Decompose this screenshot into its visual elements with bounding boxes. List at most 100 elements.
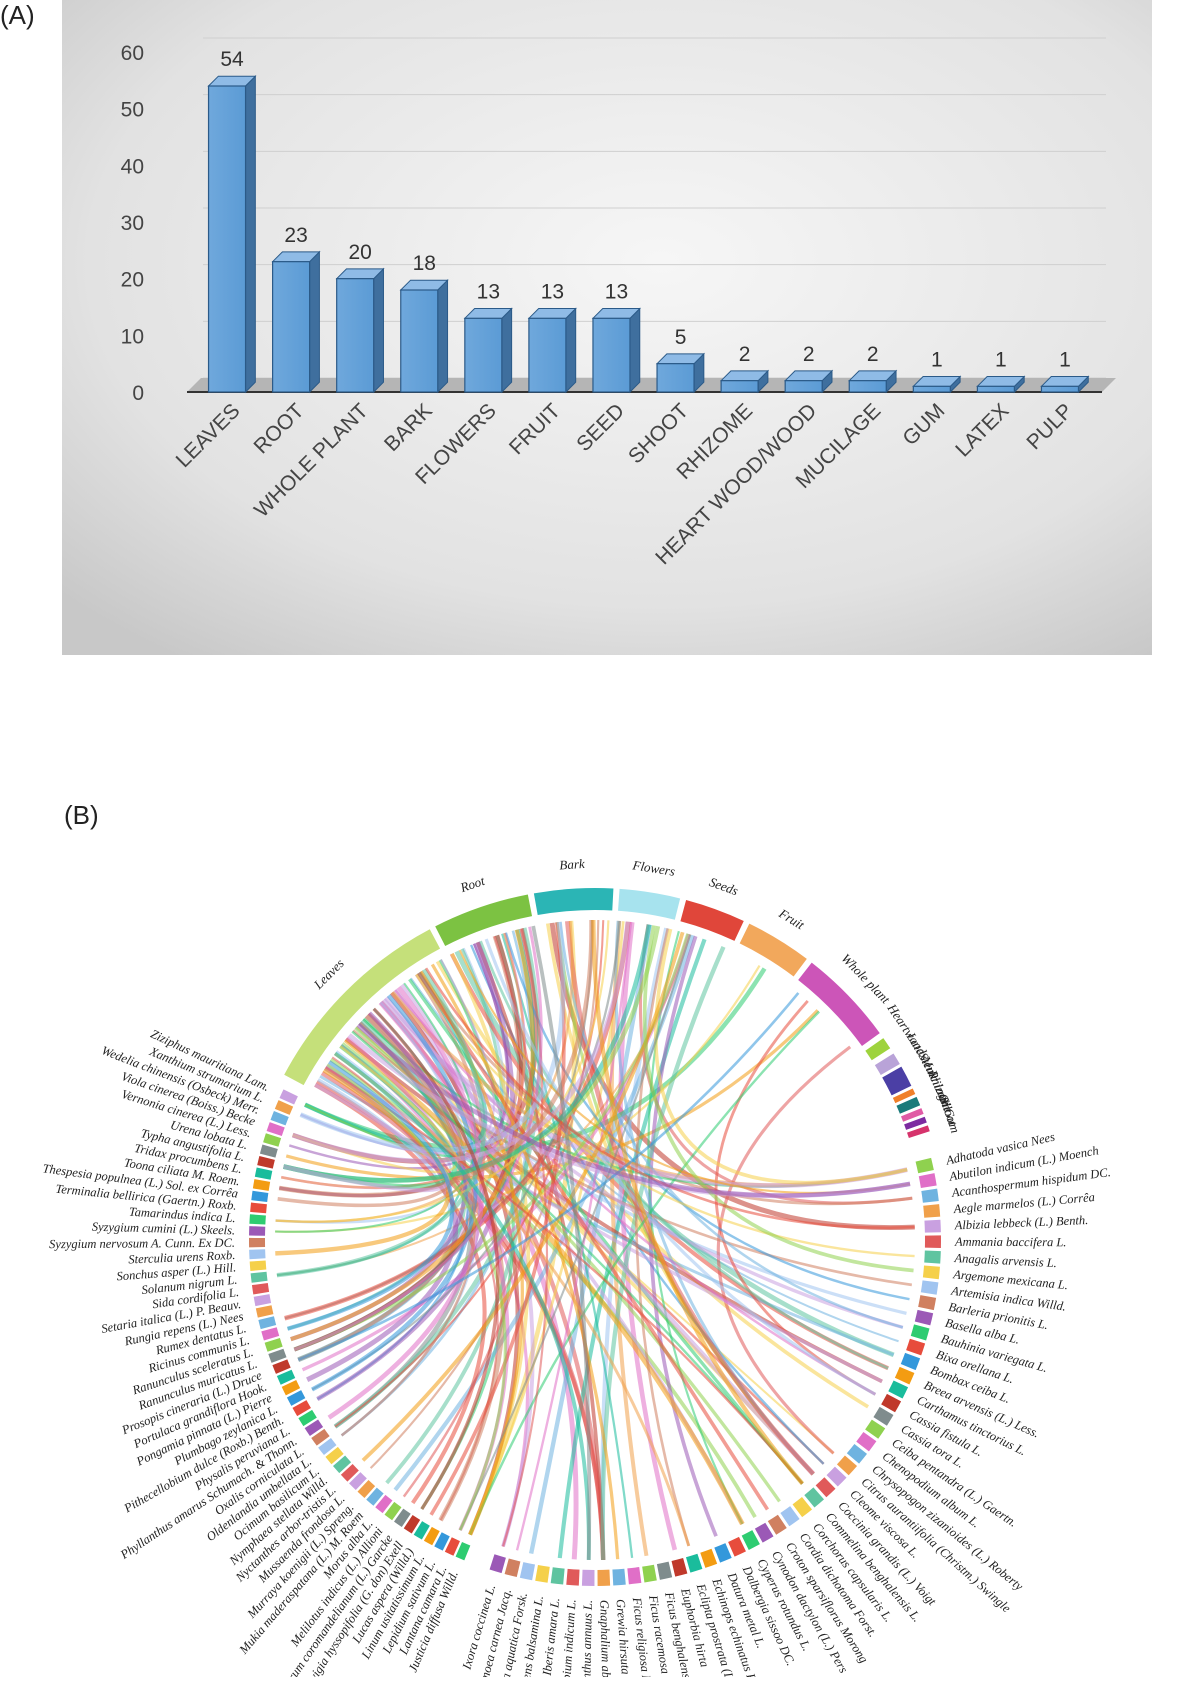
part-arc-latex bbox=[874, 1053, 900, 1075]
bar-seed bbox=[591, 307, 641, 394]
chord-ribbon bbox=[424, 967, 915, 1229]
species-arc bbox=[264, 1338, 283, 1352]
species-arc bbox=[261, 1327, 280, 1341]
species-arc bbox=[249, 1214, 266, 1225]
y-tick-label: 0 bbox=[132, 382, 144, 405]
species-arc bbox=[881, 1393, 902, 1413]
chord-ribbon bbox=[634, 928, 691, 1547]
species-arc bbox=[856, 1432, 877, 1452]
species-arc bbox=[888, 1380, 909, 1399]
chord-ribbon bbox=[642, 925, 914, 1273]
chord-ribbon bbox=[459, 934, 692, 1531]
part-arc-gum bbox=[907, 1125, 930, 1139]
panel-b-label: (B) bbox=[64, 800, 99, 830]
species-arc bbox=[253, 1294, 272, 1307]
part-arc-shoot bbox=[904, 1116, 927, 1130]
species-arc bbox=[627, 1567, 642, 1585]
chord-ribbons bbox=[275, 919, 915, 1560]
species-label: Syzygium cumini (L.) Skeels. bbox=[92, 1220, 236, 1238]
chord-ribbon bbox=[299, 921, 566, 1153]
species-arc bbox=[444, 1537, 460, 1556]
chord-ribbon bbox=[278, 919, 594, 1198]
chord-ribbon bbox=[430, 963, 620, 1560]
bar-root bbox=[271, 250, 321, 394]
species-arc bbox=[318, 1437, 337, 1456]
species-arc bbox=[259, 1144, 278, 1158]
chord-ribbon bbox=[356, 1023, 911, 1198]
species-label: Albizia lebbeck (L.) Benth. bbox=[953, 1213, 1088, 1232]
part-arc-fruit bbox=[739, 923, 807, 977]
species-arc bbox=[918, 1173, 937, 1188]
species-label: Syzygium nervosum A. Cunn. Ex DC. bbox=[49, 1236, 235, 1251]
data-label: 54 bbox=[220, 48, 244, 71]
species-arc bbox=[900, 1352, 921, 1371]
species-arc bbox=[920, 1280, 939, 1295]
species-arc bbox=[254, 1167, 273, 1180]
bar-heart-wood-wood bbox=[783, 369, 834, 394]
species-arc bbox=[249, 1249, 266, 1260]
bar-shoot bbox=[655, 352, 706, 394]
species-arc bbox=[249, 1260, 267, 1271]
chord-ribbon bbox=[468, 1010, 820, 1536]
species-label: Ammania baccifera L. bbox=[954, 1235, 1067, 1250]
chord-ribbon bbox=[340, 1015, 476, 1437]
species-arc bbox=[535, 1565, 550, 1583]
species-arc bbox=[597, 1569, 611, 1586]
species-arc bbox=[906, 1338, 926, 1356]
species-arc bbox=[266, 1122, 285, 1137]
y-tick-label: 40 bbox=[121, 155, 144, 178]
species-arc bbox=[251, 1283, 270, 1295]
species-arc bbox=[258, 1316, 277, 1330]
part-label: Seeds bbox=[707, 874, 740, 898]
species-arc bbox=[274, 1100, 294, 1115]
species-arc bbox=[251, 1190, 269, 1202]
species-arc bbox=[924, 1250, 941, 1264]
species-arc bbox=[340, 1463, 359, 1482]
bar-flowers bbox=[463, 307, 513, 394]
floor-plane bbox=[187, 378, 1116, 392]
species-arc bbox=[423, 1526, 440, 1546]
bar-whole-plant bbox=[335, 267, 385, 394]
data-label: 1 bbox=[995, 349, 1007, 372]
chart-floor bbox=[187, 378, 1116, 393]
part-arc-oil bbox=[900, 1108, 924, 1122]
species-arc bbox=[671, 1558, 688, 1577]
species-arc bbox=[566, 1568, 580, 1586]
species-label: Anagalis arvensis L. bbox=[953, 1251, 1057, 1270]
y-axis-ticks: 0 10 20 30 40 50 60 bbox=[121, 42, 144, 405]
species-label: Helianthus annuus L. bbox=[579, 1600, 595, 1677]
data-label: 2 bbox=[739, 343, 751, 366]
chord-ribbon bbox=[293, 926, 543, 1351]
bar-chart-panel: 0 10 20 30 40 50 60 LEAVES ROOT WHOLE PLANT BARK F… bbox=[62, 0, 1152, 655]
species-arc bbox=[918, 1295, 937, 1311]
data-labels: 54 23 20 18 13 13 13 5 2 2 2 1 1 1 bbox=[220, 48, 1070, 371]
species-arc bbox=[281, 1380, 301, 1396]
bar-mucilage bbox=[848, 369, 898, 394]
species-arc bbox=[252, 1179, 271, 1191]
part-label: Flowers bbox=[631, 857, 676, 879]
bar-pulp bbox=[1040, 375, 1090, 394]
chord-ribbon bbox=[591, 919, 805, 1486]
species-arc bbox=[268, 1348, 287, 1363]
species-arc bbox=[394, 1508, 411, 1528]
chord-ribbon bbox=[417, 972, 770, 1511]
part-arc-whole-plant bbox=[798, 962, 880, 1047]
part-arc-bark bbox=[533, 888, 614, 916]
species-arc bbox=[767, 1514, 787, 1535]
part-arc-stem bbox=[882, 1066, 912, 1096]
species-arc bbox=[249, 1226, 266, 1236]
species-arc bbox=[804, 1487, 825, 1508]
part-arc-root bbox=[435, 894, 533, 946]
species-arc bbox=[298, 1409, 317, 1427]
species-arc bbox=[685, 1553, 703, 1573]
chord-ribbon bbox=[369, 920, 600, 1469]
panel-a-label: (A) bbox=[0, 0, 35, 30]
species-arc bbox=[915, 1157, 934, 1174]
species-arc bbox=[815, 1477, 836, 1498]
part-label: Oil bbox=[935, 1092, 955, 1113]
bar-latex bbox=[976, 375, 1026, 394]
species-arc bbox=[311, 1428, 330, 1446]
data-label: 13 bbox=[605, 281, 628, 304]
species-arc bbox=[642, 1564, 657, 1583]
